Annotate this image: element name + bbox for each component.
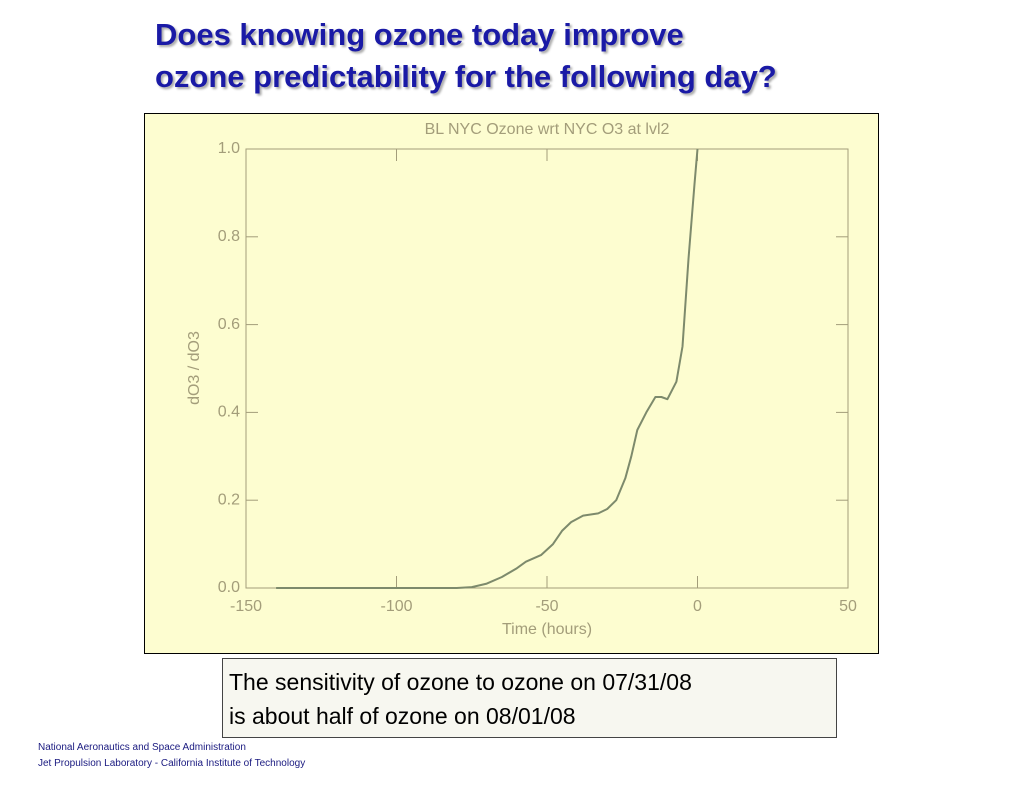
y-tick-label: 1.0 (218, 140, 240, 157)
footer-line: Jet Propulsion Laboratory - California I… (38, 758, 306, 769)
title-line: Does knowing ozone today improve (155, 17, 684, 52)
footer-line: National Aeronautics and Space Administr… (38, 742, 246, 753)
y-tick-label: 0.0 (218, 579, 240, 596)
chart-title: BL NYC Ozone wrt NYC O3 at lvl2 (425, 121, 670, 138)
y-axis-label: dO3 / dO3 (186, 331, 203, 405)
x-tick-label: 0 (693, 598, 702, 615)
x-tick-label: -150 (230, 598, 262, 615)
data-line (276, 148, 699, 589)
x-tick-label: -100 (380, 598, 412, 615)
footer: National Aeronautics and Space Administr… (38, 740, 305, 772)
title-line: ozone predictability for the following d… (155, 59, 777, 94)
x-axis-label: Time (hours) (502, 621, 592, 638)
note-box: The sensitivity of ozone to ozone on 07/… (222, 658, 837, 738)
note-line: is about half of ozone on 08/01/08 (229, 703, 576, 729)
x-tick-label: -50 (535, 598, 558, 615)
x-tick-label: 50 (839, 598, 857, 615)
y-tick-label: 0.8 (218, 228, 240, 245)
slide-title: Does knowing ozone today improve ozone p… (155, 14, 777, 98)
note-line: The sensitivity of ozone to ozone on 07/… (229, 669, 692, 695)
chart-panel (144, 113, 879, 654)
y-tick-label: 0.2 (218, 491, 240, 508)
y-tick-label: 0.4 (218, 404, 240, 421)
y-tick-label: 0.6 (218, 316, 240, 333)
